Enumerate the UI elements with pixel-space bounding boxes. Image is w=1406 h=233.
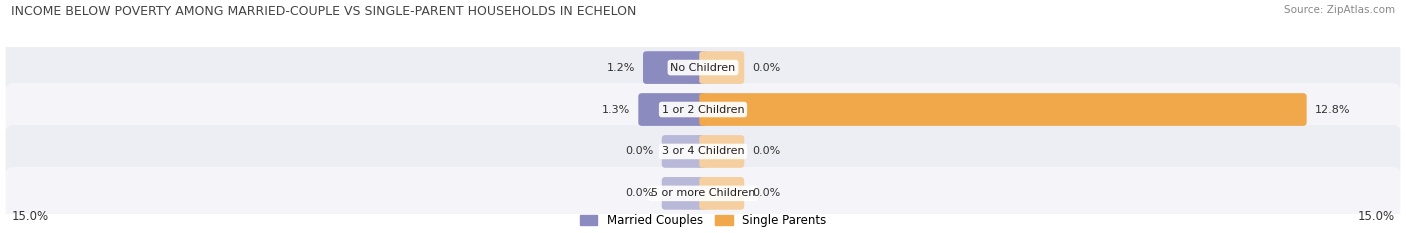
- Text: 3 or 4 Children: 3 or 4 Children: [662, 147, 744, 156]
- Text: No Children: No Children: [671, 63, 735, 72]
- FancyBboxPatch shape: [6, 83, 1400, 136]
- Text: 1 or 2 Children: 1 or 2 Children: [662, 105, 744, 114]
- Text: 0.0%: 0.0%: [752, 188, 780, 198]
- Text: 15.0%: 15.0%: [11, 210, 48, 223]
- FancyBboxPatch shape: [643, 51, 707, 84]
- FancyBboxPatch shape: [662, 177, 707, 210]
- Text: 15.0%: 15.0%: [1358, 210, 1395, 223]
- Text: 1.2%: 1.2%: [606, 63, 636, 72]
- FancyBboxPatch shape: [699, 93, 1306, 126]
- Text: Source: ZipAtlas.com: Source: ZipAtlas.com: [1284, 5, 1395, 15]
- Text: 5 or more Children: 5 or more Children: [651, 188, 755, 198]
- FancyBboxPatch shape: [662, 135, 707, 168]
- FancyBboxPatch shape: [6, 41, 1400, 94]
- Text: INCOME BELOW POVERTY AMONG MARRIED-COUPLE VS SINGLE-PARENT HOUSEHOLDS IN ECHELON: INCOME BELOW POVERTY AMONG MARRIED-COUPL…: [11, 5, 637, 18]
- FancyBboxPatch shape: [6, 167, 1400, 220]
- FancyBboxPatch shape: [6, 125, 1400, 178]
- Text: 0.0%: 0.0%: [626, 188, 654, 198]
- FancyBboxPatch shape: [638, 93, 707, 126]
- Text: 12.8%: 12.8%: [1315, 105, 1350, 114]
- Text: 0.0%: 0.0%: [752, 147, 780, 156]
- Text: 1.3%: 1.3%: [602, 105, 630, 114]
- FancyBboxPatch shape: [699, 177, 744, 210]
- FancyBboxPatch shape: [699, 135, 744, 168]
- FancyBboxPatch shape: [699, 51, 744, 84]
- Text: 0.0%: 0.0%: [626, 147, 654, 156]
- Text: 0.0%: 0.0%: [752, 63, 780, 72]
- Legend: Married Couples, Single Parents: Married Couples, Single Parents: [579, 214, 827, 227]
